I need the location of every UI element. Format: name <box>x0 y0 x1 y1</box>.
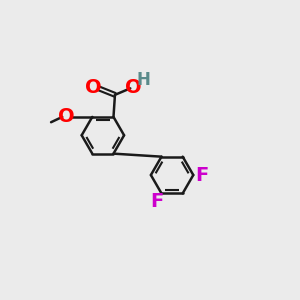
Text: H: H <box>136 71 151 89</box>
Text: O: O <box>58 107 75 126</box>
Text: O: O <box>125 78 142 97</box>
Text: O: O <box>85 78 102 97</box>
Text: F: F <box>196 166 209 184</box>
Text: F: F <box>150 191 164 211</box>
